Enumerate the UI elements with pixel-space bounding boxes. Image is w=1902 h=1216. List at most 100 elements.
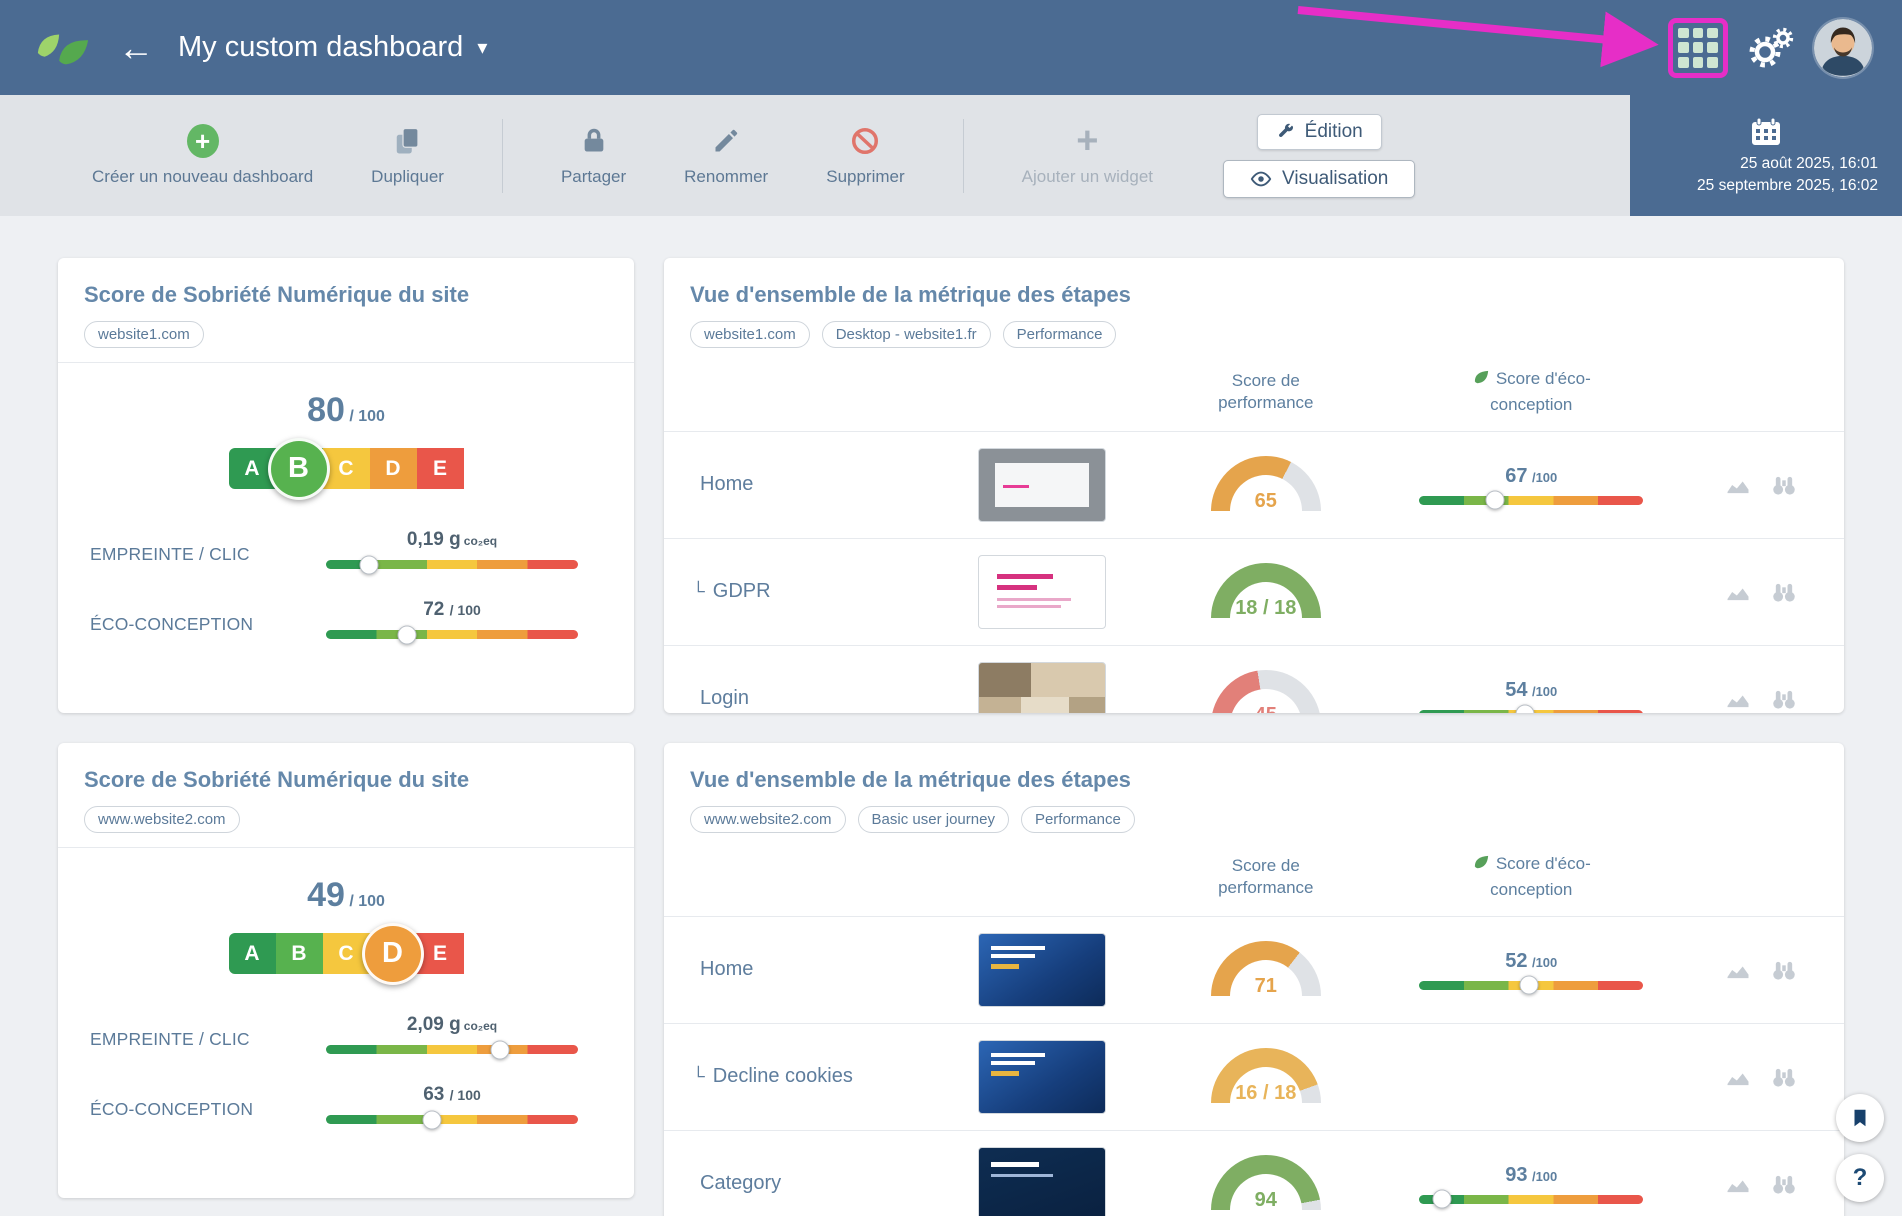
eco-score-cell bbox=[1384, 591, 1679, 592]
edition-button[interactable]: Édition bbox=[1256, 113, 1382, 150]
binoculars-icon[interactable] bbox=[1770, 1063, 1798, 1091]
user-avatar[interactable] bbox=[1814, 18, 1872, 77]
toolbar-divider bbox=[962, 118, 964, 193]
metric-tag-chip: Performance bbox=[1020, 806, 1135, 833]
navbar: ← My custom dashboard ▾ bbox=[0, 0, 1902, 95]
step-row: └ GDPR 18 / 18 bbox=[664, 537, 1844, 645]
step-screenshot[interactable] bbox=[977, 447, 1106, 522]
question-mark-icon: ? bbox=[1852, 1164, 1868, 1191]
footprint-value: 2,09 g co₂eq bbox=[406, 1014, 498, 1035]
grade-d: D bbox=[369, 448, 417, 489]
apps-grid-icon[interactable] bbox=[1678, 27, 1718, 68]
widget-title: Vue d'ensemble de la métrique des étapes bbox=[690, 282, 1131, 307]
ecodesign-slider bbox=[326, 625, 578, 644]
settings-gears-icon[interactable] bbox=[1748, 27, 1794, 69]
step-screenshot[interactable] bbox=[977, 1146, 1106, 1216]
chart-icon[interactable] bbox=[1724, 471, 1752, 499]
chart-icon[interactable] bbox=[1724, 578, 1752, 606]
create-dashboard-button[interactable]: + Créer un nouveau dashboard bbox=[92, 124, 314, 186]
page-title: My custom dashboard bbox=[178, 31, 464, 63]
widget-header: Vue d'ensemble de la métrique des étapes… bbox=[664, 743, 1844, 847]
binoculars-icon[interactable] bbox=[1770, 471, 1798, 499]
date-range-picker[interactable]: 25 août 2025, 16:01 25 septembre 2025, 1… bbox=[1630, 95, 1902, 216]
rename-button[interactable]: Renommer bbox=[684, 124, 768, 187]
widget-title: Vue d'ensemble de la métrique des étapes bbox=[690, 767, 1131, 792]
bookmark-button[interactable] bbox=[1836, 1094, 1884, 1142]
binoculars-icon[interactable] bbox=[1770, 956, 1798, 984]
help-button[interactable]: ? bbox=[1836, 1154, 1884, 1202]
dashboard-title-dropdown[interactable]: My custom dashboard ▾ bbox=[178, 31, 487, 64]
journey-tag-chip: Desktop - website1.fr bbox=[821, 321, 991, 348]
site-tag-chip: website1.com bbox=[84, 321, 204, 348]
slider-knob bbox=[1432, 1189, 1452, 1209]
footprint-value: 0,19 g co₂eq bbox=[406, 529, 498, 550]
steps-table: Score de performance Score d'éco-concept… bbox=[664, 847, 1844, 1216]
grade-a: A bbox=[228, 933, 276, 974]
eco-slider bbox=[1419, 1189, 1644, 1209]
delete-button[interactable]: Supprimer bbox=[826, 124, 905, 187]
widget-steps-overview-2: Vue d'ensemble de la métrique des étapes… bbox=[664, 743, 1844, 1216]
lock-icon bbox=[580, 124, 608, 158]
step-screenshot[interactable] bbox=[977, 661, 1106, 713]
date-end: 25 septembre 2025, 16:02 bbox=[1697, 176, 1878, 194]
ecodesign-metric: ÉCO-CONCEPTION 72 / 100 bbox=[58, 599, 634, 644]
eco-slider bbox=[1419, 704, 1644, 713]
footprint-slider bbox=[326, 1040, 578, 1059]
score-body: 49 / 100 A B C D E D EMPREINTE / CLIC 2,… bbox=[58, 848, 634, 1154]
column-performance: Score de performance bbox=[1218, 370, 1314, 413]
eco-score-cell: 67 /100 bbox=[1384, 465, 1679, 510]
chart-icon[interactable] bbox=[1724, 956, 1752, 984]
slider-knob bbox=[359, 555, 379, 574]
visualisation-button[interactable]: Visualisation bbox=[1223, 159, 1416, 198]
app-logo-leaf-icon bbox=[34, 24, 92, 72]
grade-e: E bbox=[416, 448, 464, 489]
table-header: Score de performance Score d'éco-concept… bbox=[664, 847, 1844, 916]
chart-icon[interactable] bbox=[1724, 1063, 1752, 1091]
journey-tag-chip: Basic user journey bbox=[857, 806, 1009, 833]
annotation-highlight-box bbox=[1668, 17, 1728, 78]
step-name: └ Decline cookies bbox=[692, 1065, 853, 1088]
duplicate-button[interactable]: Dupliquer bbox=[371, 124, 444, 187]
eco-score-cell bbox=[1384, 1076, 1679, 1077]
grade-e: E bbox=[416, 933, 464, 974]
widget-header: Score de Sobriété Numérique du site webs… bbox=[58, 258, 634, 363]
grade-scale: A B C D E D bbox=[228, 922, 464, 985]
eye-icon bbox=[1250, 168, 1272, 190]
global-score: 49 / 100 bbox=[307, 876, 385, 914]
add-widget-button[interactable]: + Ajouter un widget bbox=[1021, 119, 1154, 186]
active-grade-badge: B bbox=[267, 437, 330, 500]
toolbar: + Créer un nouveau dashboard Dupliquer P… bbox=[0, 95, 1902, 216]
column-eco: Score d'éco-conception bbox=[1436, 368, 1626, 417]
chart-icon[interactable] bbox=[1724, 1170, 1752, 1198]
grade-c: C bbox=[322, 448, 370, 489]
step-screenshot[interactable] bbox=[977, 932, 1106, 1007]
chart-icon[interactable] bbox=[1724, 685, 1752, 713]
footprint-slider bbox=[326, 555, 578, 574]
back-arrow-icon[interactable]: ← bbox=[118, 26, 154, 68]
ecodesign-value: 72 / 100 bbox=[423, 599, 481, 620]
chevron-down-icon: ▾ bbox=[477, 37, 488, 59]
plus-icon: + bbox=[1076, 119, 1099, 162]
slider-knob bbox=[397, 625, 417, 644]
global-score: 80 / 100 bbox=[307, 391, 385, 429]
binoculars-icon[interactable] bbox=[1770, 685, 1798, 713]
binoculars-icon[interactable] bbox=[1770, 578, 1798, 606]
binoculars-icon[interactable] bbox=[1770, 1170, 1798, 1198]
step-screenshot[interactable] bbox=[977, 554, 1106, 629]
widget-header: Vue d'ensemble de la métrique des étapes… bbox=[664, 258, 1844, 362]
step-name: Home bbox=[700, 473, 754, 496]
step-screenshot[interactable] bbox=[977, 1039, 1106, 1114]
widget-header: Score de Sobriété Numérique du site www.… bbox=[58, 743, 634, 848]
eco-score-cell: 54 /100 bbox=[1384, 679, 1679, 713]
performance-gauge: 45 bbox=[1210, 670, 1321, 713]
slider-knob bbox=[1485, 490, 1505, 510]
grade-b: B bbox=[275, 933, 323, 974]
step-row: Login 45 54 /100 bbox=[664, 644, 1844, 713]
widget-sobriety-score-2: Score de Sobriété Numérique du site www.… bbox=[58, 743, 634, 1198]
step-row: Category 94 93 /100 bbox=[664, 1129, 1844, 1216]
site-tag-chip: website1.com bbox=[690, 321, 810, 348]
share-button[interactable]: Partager bbox=[561, 124, 626, 187]
step-row: Home 65 67 /100 bbox=[664, 430, 1844, 538]
widget-title: Score de Sobriété Numérique du site bbox=[84, 282, 470, 307]
plus-circle-icon: + bbox=[186, 124, 219, 158]
